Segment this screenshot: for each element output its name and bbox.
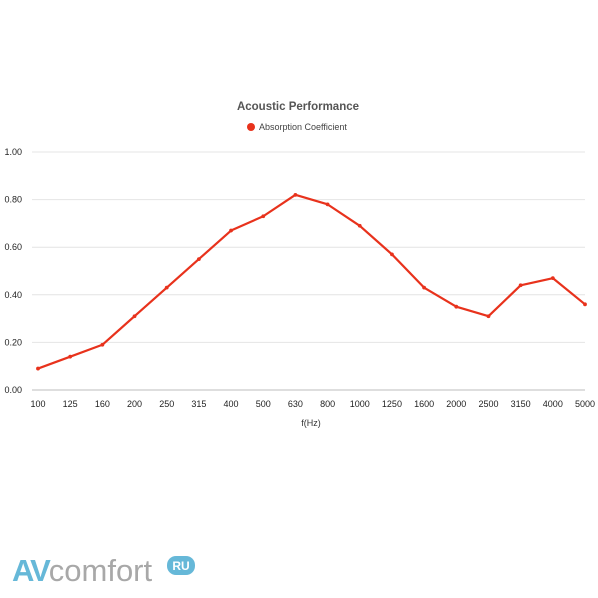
x-tick-label: 1600 xyxy=(414,399,434,409)
series-absorption-coefficient xyxy=(36,192,587,371)
logo-badge xyxy=(167,556,195,575)
data-point xyxy=(293,192,298,197)
y-tick-label: 0.80 xyxy=(4,195,22,205)
data-point xyxy=(583,302,587,307)
y-tick-label: 1.00 xyxy=(4,147,22,157)
x-tick-label: 250 xyxy=(159,399,174,409)
y-axis-ticks: 0.00 0.20 0.40 0.60 0.80 1.00 xyxy=(4,147,22,395)
legend-label: Absorption Coefficient xyxy=(259,122,347,132)
avcomfort-logo: AVcomfort RU xyxy=(12,553,195,588)
chart-title: Acoustic Performance xyxy=(237,101,359,113)
data-point xyxy=(422,285,427,290)
data-point xyxy=(229,228,233,233)
x-tick-label: 125 xyxy=(63,399,78,409)
x-tick-label: 400 xyxy=(224,399,239,409)
data-point xyxy=(518,283,523,288)
x-axis-ticks: 100 125 160 200 250 315 400 500 630 800 1000 1250 16… xyxy=(30,399,595,409)
data-point xyxy=(325,202,330,207)
data-point xyxy=(196,257,201,261)
x-tick-label: 315 xyxy=(191,399,206,409)
y-tick-label: 0.60 xyxy=(4,242,22,252)
data-point xyxy=(68,354,73,359)
y-tick-label: 0.40 xyxy=(4,290,22,300)
x-tick-label: 500 xyxy=(256,399,271,409)
y-tick-label: 0.20 xyxy=(4,337,22,347)
x-tick-label: 200 xyxy=(127,399,142,409)
data-point xyxy=(36,366,40,371)
data-point xyxy=(261,214,266,219)
x-tick-label: 1250 xyxy=(382,399,402,409)
x-tick-label: 2000 xyxy=(446,399,466,409)
legend: Absorption Coefficient xyxy=(247,122,347,132)
x-tick-label: 630 xyxy=(288,399,303,409)
data-point xyxy=(550,276,555,281)
x-axis-label: f(Hz) xyxy=(301,418,321,428)
x-tick-label: 4000 xyxy=(543,399,563,409)
logo-text: AVcomfort xyxy=(12,553,153,588)
data-point xyxy=(357,223,362,228)
series-line xyxy=(37,193,586,370)
data-point xyxy=(454,304,459,309)
data-point xyxy=(100,342,105,347)
legend-marker xyxy=(247,123,255,131)
y-tick-label: 0.00 xyxy=(4,385,22,395)
gridlines xyxy=(32,151,585,391)
data-point xyxy=(486,314,491,319)
x-tick-label: 100 xyxy=(30,399,45,409)
logo-badge-text: RU xyxy=(172,559,189,573)
x-tick-label: 3150 xyxy=(511,399,531,409)
x-tick-label: 2500 xyxy=(478,399,498,409)
data-point xyxy=(164,285,169,290)
x-tick-label: 5000 xyxy=(575,399,595,409)
x-tick-label: 800 xyxy=(320,399,335,409)
x-tick-label: 1000 xyxy=(350,399,370,409)
x-tick-label: 160 xyxy=(95,399,110,409)
data-point xyxy=(132,314,137,319)
data-point xyxy=(390,252,394,257)
